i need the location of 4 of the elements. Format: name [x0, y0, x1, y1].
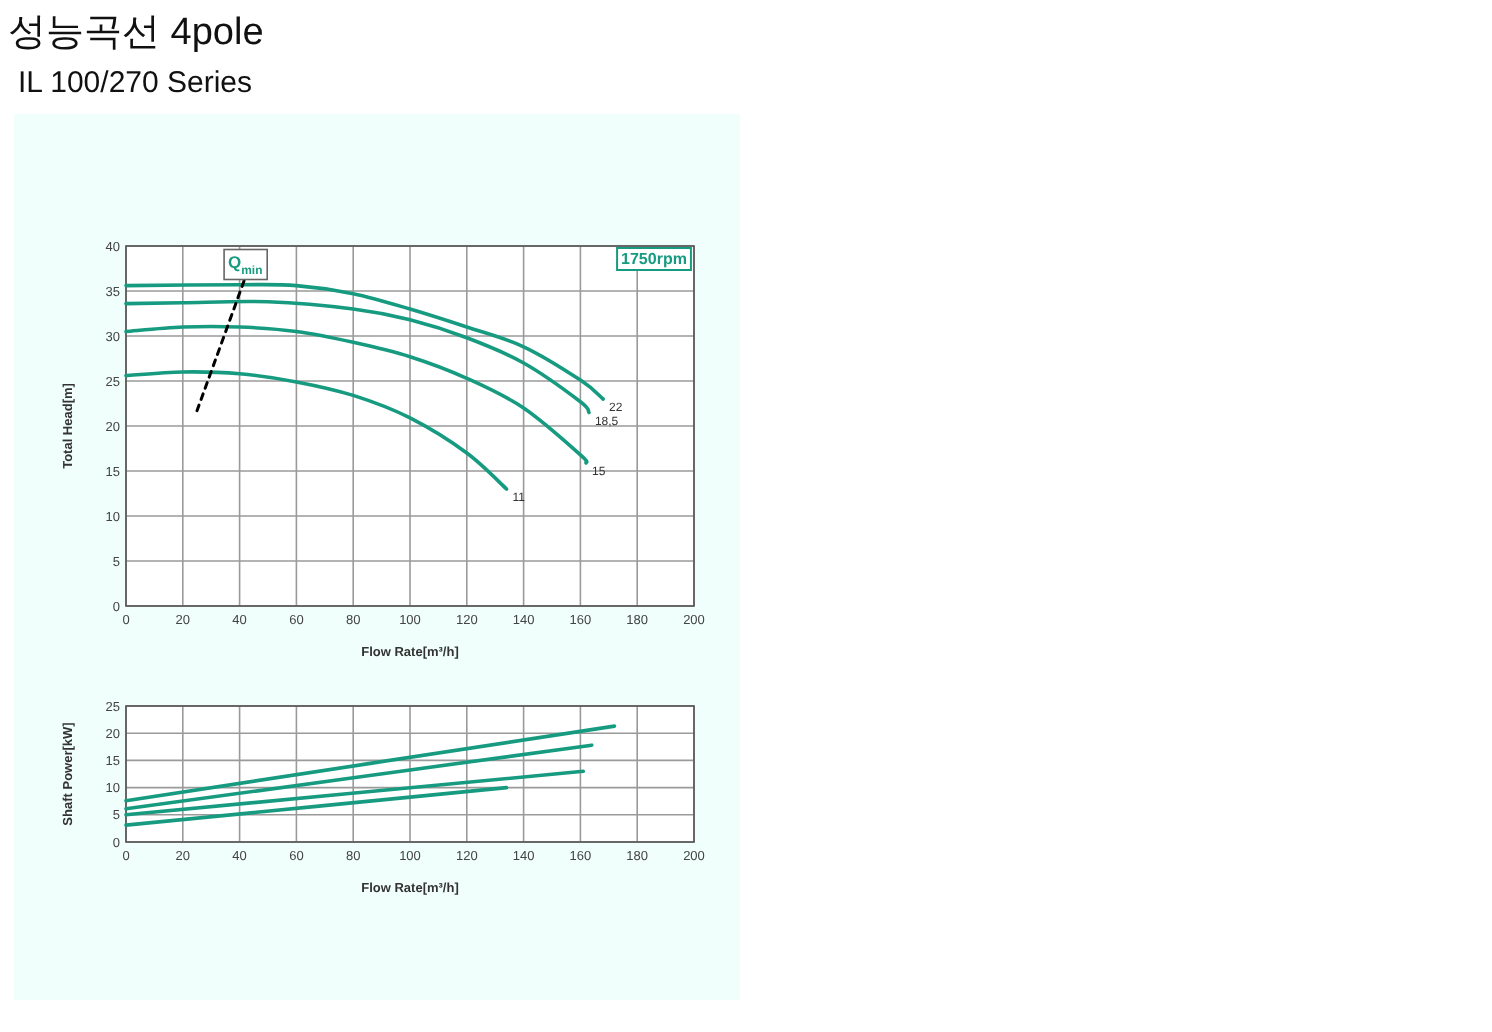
annotation: 1750rpm [621, 250, 687, 268]
chart-subtitle: IL 100/270 Series [18, 66, 253, 100]
chart-title: 성능곡선 4pole [8, 12, 264, 54]
annotation: Q$_{min}$ [228, 251, 264, 278]
